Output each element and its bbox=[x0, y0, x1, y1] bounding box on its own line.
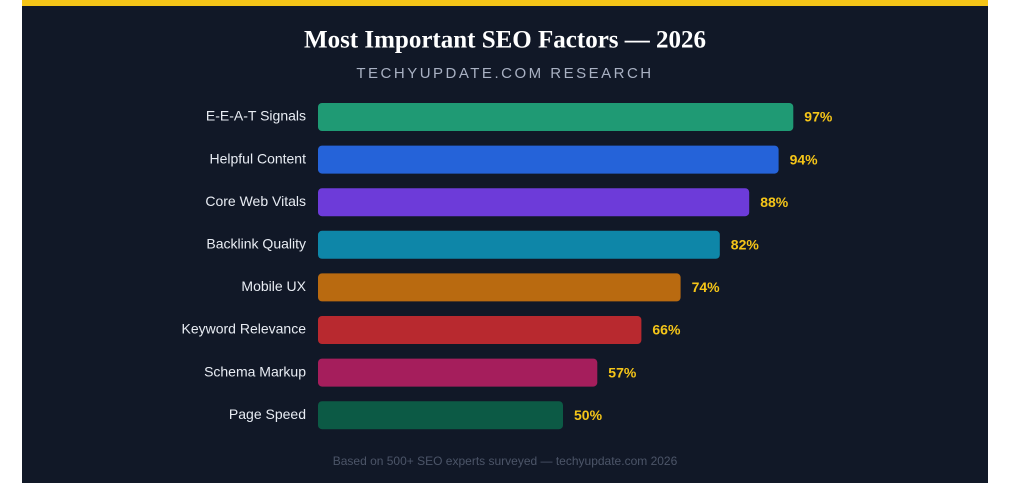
value-label: 66% bbox=[652, 322, 681, 338]
value-label: 74% bbox=[692, 279, 721, 295]
bar bbox=[318, 401, 563, 430]
value-label: 97% bbox=[804, 109, 833, 125]
category-label: Mobile UX bbox=[241, 278, 306, 294]
value-label: 57% bbox=[608, 364, 637, 380]
category-label: Schema Markup bbox=[204, 363, 306, 379]
value-label: 82% bbox=[731, 237, 760, 253]
category-label: Core Web Vitals bbox=[205, 193, 306, 209]
bar bbox=[318, 230, 720, 259]
chart-title: Most Important SEO Factors — 2026 bbox=[304, 27, 706, 54]
category-label: E-E-A-T Signals bbox=[206, 108, 306, 124]
value-label: 50% bbox=[574, 407, 603, 423]
footer-note: Based on 500+ SEO experts surveyed — tec… bbox=[333, 454, 678, 468]
bar bbox=[318, 145, 779, 174]
category-label: Keyword Relevance bbox=[181, 321, 306, 337]
bar bbox=[318, 316, 642, 344]
bar bbox=[318, 103, 794, 131]
category-label: Helpful Content bbox=[209, 150, 306, 166]
value-label: 94% bbox=[790, 151, 819, 167]
category-label: Page Speed bbox=[229, 406, 306, 422]
chart-subtitle: TECHYUPDATE.COM RESEARCH bbox=[356, 65, 653, 82]
category-label: Backlink Quality bbox=[206, 236, 306, 252]
accent-stripe bbox=[22, 0, 988, 6]
bar bbox=[318, 273, 681, 302]
bar bbox=[318, 188, 750, 217]
bar bbox=[318, 358, 598, 387]
value-label: 88% bbox=[760, 194, 789, 210]
